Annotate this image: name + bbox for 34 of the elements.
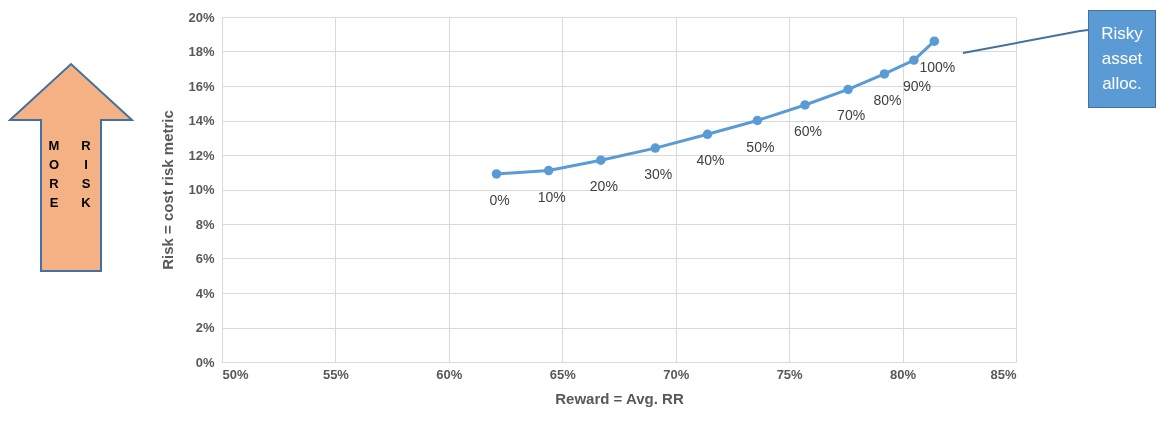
x-axis-title: Reward = Avg. RR [555,389,684,407]
x-tick-label: 65% [549,366,577,382]
y-tick-label: 8% [195,216,215,232]
annotation: 50% [746,138,775,155]
y-axis-title: Risk = cost risk metric [159,110,177,270]
y-tick-label: 2% [195,320,215,335]
callout-box: Risky asset alloc. [960,8,1159,113]
annotation: 40% [696,152,725,169]
x-tick-label: 50% [222,366,249,382]
y-tick-label: 20% [188,9,215,25]
annotation: 10% [537,188,566,205]
y-tick-label: 6% [195,251,215,266]
x-tick-label: 80% [890,366,917,382]
annotation: 100% [919,59,956,76]
annotation: 70% [837,107,866,124]
annotation: 20% [589,178,618,195]
x-tick-label: 55% [322,366,350,382]
annotation: 0% [489,191,510,208]
annotation: 30% [644,166,673,183]
annotation: 60% [794,122,823,139]
x-tick-label: 60% [436,366,463,382]
x-tick-label: 70% [663,366,690,382]
y-tick-label: 10% [188,182,215,197]
y-tick-label: 12% [188,147,215,163]
y-tick-label: 4% [195,285,215,301]
y-tick-label: 16% [188,78,215,94]
annotation: 80% [873,91,902,108]
y-tick-label: 14% [188,113,215,128]
x-tick-label: 85% [990,366,1017,382]
x-tick-label: 75% [776,366,804,382]
y-tick-label: 18% [188,44,215,59]
y-tick-label: 0% [195,354,215,370]
annotation: 90% [902,78,931,95]
arrow-icon: M O R E R I S K [8,62,134,274]
